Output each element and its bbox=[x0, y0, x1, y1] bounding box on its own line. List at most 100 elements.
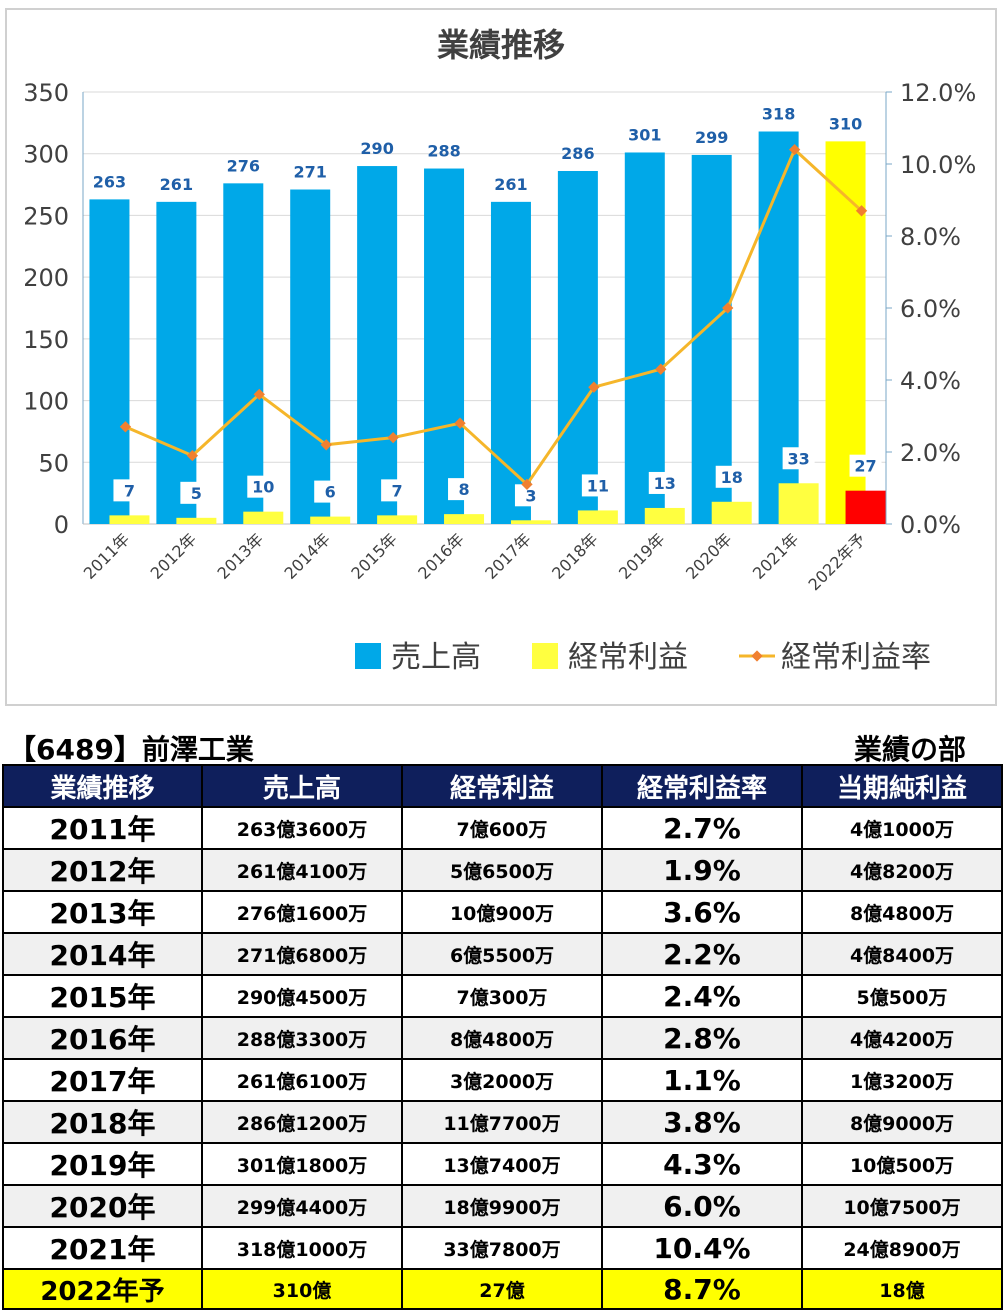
ordinary-profit-rate-cell: 2.2% bbox=[601, 932, 803, 976]
ordinary-profit-bar bbox=[377, 515, 418, 524]
sales-bar bbox=[557, 170, 598, 524]
sales-data-label: 290 bbox=[360, 139, 393, 158]
ordinary-profit-label-bg bbox=[180, 481, 213, 504]
x-tick-label: 2011年 bbox=[80, 529, 134, 583]
ordinary-profit-cell: 7億600万 bbox=[401, 806, 603, 850]
legend-sales-swatch bbox=[355, 643, 381, 669]
ordinary-profit-rate-cell: 2.7% bbox=[601, 806, 803, 850]
ordinary-profit-rate-marker bbox=[320, 439, 332, 451]
period-cell: 2014年 bbox=[2, 932, 203, 976]
table-row: 2019年 301億1800万 13億7400万 4.3% 10億500万 bbox=[2, 1142, 1003, 1186]
ordinary-profit-data-label: 33 bbox=[787, 449, 809, 468]
ordinary-profit-bar bbox=[444, 514, 485, 524]
net-income-cell: 4億8400万 bbox=[801, 932, 1003, 976]
sales-data-label: 271 bbox=[294, 163, 327, 182]
chart-frame: 業績推移 0 50 100 150 200 250 300 350 0.0% 2.0% 4.0% 6.0… bbox=[5, 8, 997, 706]
ordinary-profit-rate-cell: 6.0% bbox=[601, 1184, 803, 1228]
legend-ordinary-profit-rate-label: 経常利益率 bbox=[781, 640, 931, 675]
ordinary-profit-label-bg bbox=[514, 484, 547, 507]
header-ordinary-profit-rate: 経常利益率 bbox=[601, 764, 803, 808]
ordinary-profit-rate-cell: 4.3% bbox=[601, 1142, 803, 1186]
y-right-tick-label: 6.0% bbox=[900, 295, 961, 323]
table-row: 2017年 261億6100万 3億2000万 1.1% 1億3200万 bbox=[2, 1058, 1003, 1102]
sales-cell: 261億6100万 bbox=[201, 1058, 403, 1102]
period-cell: 2020年 bbox=[2, 1184, 203, 1228]
table-row: 2016年 288億3300万 8億4800万 2.8% 4億4200万 bbox=[2, 1016, 1003, 1060]
sales-data-label: 288 bbox=[427, 142, 460, 161]
ordinary-profit-data-label: 7 bbox=[124, 481, 135, 500]
ordinary-profit-bar bbox=[711, 501, 752, 524]
ordinary-profit-bar bbox=[577, 510, 618, 524]
ordinary-profit-bar bbox=[310, 516, 351, 524]
sales-cell: 290億4500万 bbox=[201, 974, 403, 1018]
header-period: 業績推移 bbox=[2, 764, 203, 808]
ordinary-profit-data-label: 27 bbox=[854, 457, 876, 476]
performance-table: 業績推移 売上高 経常利益 経常利益率 当期純利益 2011年 263億3600万… bbox=[2, 764, 1003, 1310]
ordinary-profit-data-label: 3 bbox=[525, 486, 536, 505]
net-income-cell: 4億8200万 bbox=[801, 848, 1003, 892]
period-cell: 2016年 bbox=[2, 1016, 203, 1060]
table-row: 2018年 286億1200万 11億7700万 3.8% 8億9000万 bbox=[2, 1100, 1003, 1144]
period-cell: 2011年 bbox=[2, 806, 203, 850]
sales-cell: 276億1600万 bbox=[201, 890, 403, 934]
net-income-cell: 4億1000万 bbox=[801, 806, 1003, 850]
sales-bar bbox=[490, 201, 531, 524]
sales-data-label: 263 bbox=[93, 172, 126, 191]
net-income-cell: 5億500万 bbox=[801, 974, 1003, 1018]
ordinary-profit-rate-marker bbox=[722, 302, 734, 314]
sales-data-label: 318 bbox=[762, 104, 795, 123]
sales-cell: 301億1800万 bbox=[201, 1142, 403, 1186]
ordinary-profit-cell: 11億7700万 bbox=[401, 1100, 603, 1144]
ordinary-profit-rate-marker bbox=[655, 363, 667, 375]
table-row: 2011年 263億3600万 7億600万 2.7% 4億1000万 bbox=[2, 806, 1003, 850]
ordinary-profit-rate-line bbox=[124, 147, 863, 487]
sales-bar bbox=[424, 168, 465, 525]
sales-cell: 318億1000万 bbox=[201, 1226, 403, 1270]
table-row: 2022年予 310億 27億 8.7% 18億 bbox=[2, 1268, 1003, 1310]
ordinary-profit-label-bg bbox=[648, 471, 681, 494]
ordinary-profit-data-label: 5 bbox=[191, 484, 202, 503]
period-cell: 2017年 bbox=[2, 1058, 203, 1102]
sales-data-label: 286 bbox=[561, 144, 594, 163]
y-right-tick-label: 0.0% bbox=[900, 511, 961, 539]
sales-cell: 299億4400万 bbox=[201, 1184, 403, 1228]
legend-sales-label: 売上高 bbox=[391, 640, 481, 675]
table-row: 2014年 271億6800万 6億5500万 2.2% 4億8400万 bbox=[2, 932, 1003, 976]
ordinary-profit-label-bg bbox=[849, 454, 882, 477]
y-right-tick-label: 4.0% bbox=[900, 367, 961, 395]
ordinary-profit-cell: 7億300万 bbox=[401, 974, 603, 1018]
net-income-cell: 8億4800万 bbox=[801, 890, 1003, 934]
header-sales: 売上高 bbox=[201, 764, 403, 808]
x-tick-label: 2013年 bbox=[214, 529, 268, 583]
sales-data-label: 276 bbox=[227, 156, 260, 175]
ordinary-profit-rate-marker bbox=[521, 478, 533, 491]
table-row: 2020年 299億4400万 18億9900万 6.0% 10億7500万 bbox=[2, 1184, 1003, 1228]
y-right-tick-label: 12.0% bbox=[900, 79, 976, 107]
x-tick-label: 2020年 bbox=[682, 529, 736, 583]
x-tick-label: 2015年 bbox=[347, 529, 401, 583]
table-header-row: 業績推移 売上高 経常利益 経常利益率 当期純利益 bbox=[2, 764, 1003, 808]
ordinary-profit-data-label: 13 bbox=[654, 474, 676, 493]
ordinary-profit-bar bbox=[778, 483, 819, 524]
sales-data-label: 261 bbox=[160, 175, 193, 194]
ordinary-profit-rate-marker bbox=[253, 388, 265, 401]
x-tick-label: 2014年 bbox=[280, 529, 334, 583]
sales-cell: 286億1200万 bbox=[201, 1100, 403, 1144]
y-left-tick-label: 150 bbox=[23, 326, 69, 354]
y-left-tick-label: 50 bbox=[38, 449, 69, 477]
ordinary-profit-label-bg bbox=[448, 478, 481, 501]
ordinary-profit-rate-cell: 1.1% bbox=[601, 1058, 803, 1102]
ordinary-profit-bar bbox=[845, 490, 886, 524]
performance-chart: 業績推移 0 50 100 150 200 250 300 350 0.0% 2.0% 4.0% 6.0… bbox=[23, 26, 976, 675]
company-title: 【6489】前澤工業 bbox=[8, 733, 254, 766]
net-income-cell: 8億9000万 bbox=[801, 1100, 1003, 1144]
period-cell: 2015年 bbox=[2, 974, 203, 1018]
ordinary-profit-label-bg bbox=[715, 465, 748, 488]
ordinary-profit-bar bbox=[510, 520, 551, 524]
sales-data-label: 310 bbox=[829, 114, 862, 133]
sales-bar bbox=[691, 154, 732, 524]
sales-cell: 261億4100万 bbox=[201, 848, 403, 892]
ordinary-profit-data-label: 18 bbox=[721, 468, 743, 487]
sales-data-label: 301 bbox=[628, 125, 661, 144]
ordinary-profit-rate-marker bbox=[387, 431, 399, 444]
